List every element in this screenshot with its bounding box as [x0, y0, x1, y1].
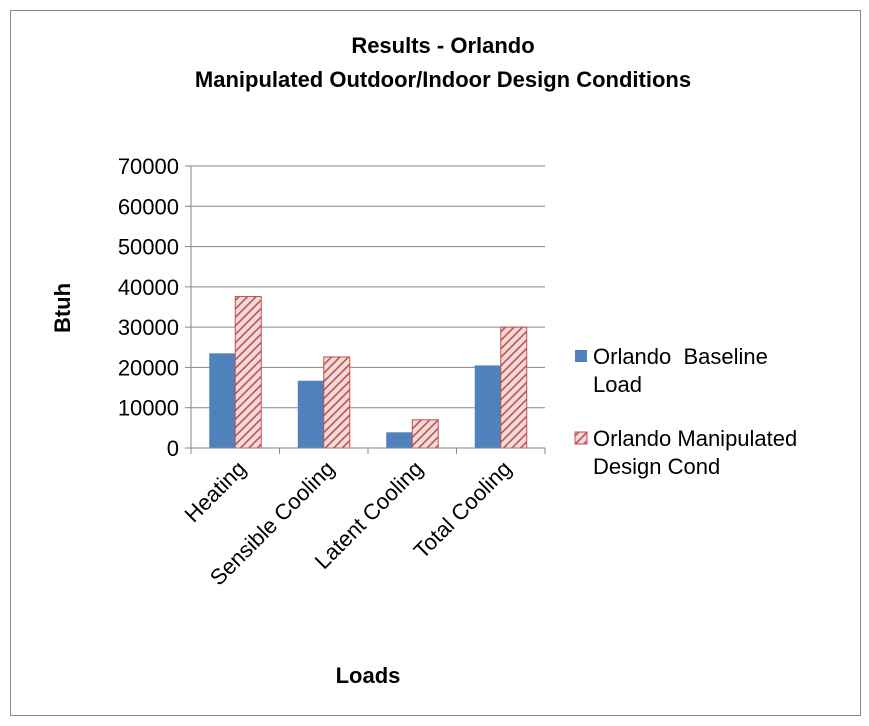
y-tick-label: 40000 — [118, 275, 179, 300]
y-tick-label: 70000 — [118, 154, 179, 179]
chart-area — [10, 10, 861, 716]
bar-baseline — [209, 353, 236, 448]
y-tick-label: 10000 — [118, 396, 179, 421]
x-tick-label: Heating — [179, 456, 250, 527]
bar-baseline — [297, 380, 324, 448]
x-axis-title: Loads — [336, 663, 401, 688]
legend: Orlando Baseline Load Orlando Manipulated D… — [574, 344, 797, 479]
bar-baseline — [474, 365, 501, 448]
bar-baseline — [386, 432, 413, 448]
chart-title-line-2: Manipulated Outdoor/Indoor Design Condit… — [195, 67, 691, 92]
axes — [190, 166, 546, 454]
y-axis-tick-labels: 0 10000 20000 30000 40000 50000 60000 70000 — [118, 154, 179, 461]
chart-title-line-1: Results - Orlando — [351, 33, 534, 58]
y-tick-label: 30000 — [118, 315, 179, 340]
y-tick-label: 50000 — [118, 235, 179, 260]
bar-manipulated — [500, 326, 528, 449]
bar-manipulated — [323, 356, 351, 449]
y-axis-title: Btuh — [50, 283, 75, 333]
y-tick-label: 60000 — [118, 194, 179, 219]
legend-label: Load — [593, 372, 642, 397]
legend-label: Design Cond — [593, 454, 720, 479]
y-tick-label: 0 — [167, 436, 179, 461]
bar-manipulated — [411, 419, 439, 449]
bar-manipulated — [234, 296, 262, 449]
legend-label: Orlando Baseline — [593, 344, 768, 369]
bars — [209, 296, 528, 449]
y-tick-label: 20000 — [118, 355, 179, 380]
legend-swatch — [575, 350, 587, 362]
legend-swatch — [574, 431, 588, 445]
legend-label: Orlando Manipulated — [593, 426, 797, 451]
